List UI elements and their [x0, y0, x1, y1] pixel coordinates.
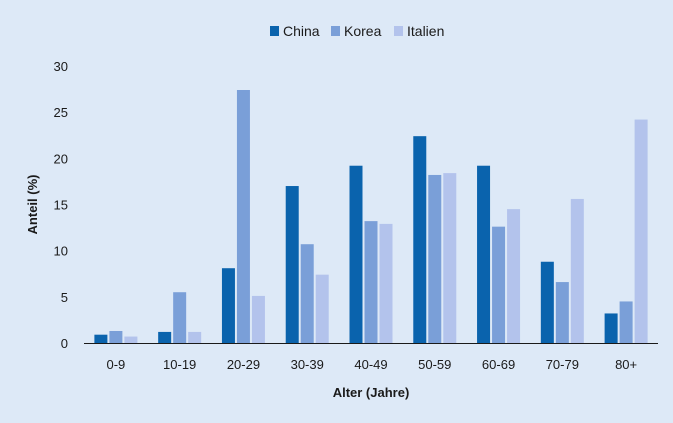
bar-korea-50-59: [428, 174, 442, 343]
x-tick-label: 10-19: [163, 357, 196, 372]
x-tick-label: 60-69: [482, 357, 515, 372]
bars: [94, 90, 648, 343]
bar-italien-60-69: [507, 209, 521, 343]
bar-korea-60-69: [492, 226, 506, 343]
legend-label-italien: Italien: [407, 23, 444, 39]
bar-italien-0-9: [124, 336, 138, 343]
bar-korea-40-49: [364, 221, 378, 343]
legend-label-china: China: [283, 23, 320, 39]
bar-china-30-39: [285, 186, 299, 343]
y-tick-label: 30: [54, 59, 68, 74]
x-tick-label: 80+: [615, 357, 637, 372]
bar-china-10-19: [158, 331, 172, 343]
legend-swatch-korea: [331, 26, 340, 36]
bar-italien-80+: [634, 119, 648, 343]
legend-swatch-china: [270, 26, 279, 36]
bar-italien-50-59: [443, 173, 457, 343]
bar-italien-20-29: [251, 295, 265, 343]
bar-china-70-79: [540, 261, 554, 343]
bar-china-50-59: [413, 136, 427, 343]
bar-italien-40-49: [379, 223, 393, 343]
y-tick-label: 0: [61, 336, 68, 351]
bar-italien-70-79: [570, 198, 584, 343]
bar-china-80+: [604, 313, 618, 343]
bar-italien-30-39: [315, 274, 329, 343]
bar-china-40-49: [349, 165, 363, 343]
bar-china-20-29: [221, 268, 235, 343]
bar-china-0-9: [94, 334, 108, 343]
bar-korea-20-29: [236, 90, 250, 343]
bar-korea-80+: [619, 301, 633, 343]
y-tick-label: 10: [54, 244, 68, 259]
y-axis-title: Anteil (%): [25, 175, 40, 235]
x-axis-title: Alter (Jahre): [333, 385, 410, 400]
y-tick-label: 15: [54, 198, 68, 213]
bar-italien-10-19: [188, 331, 202, 343]
x-tick-label: 0-9: [106, 357, 125, 372]
x-axis-ticks: 0-9 10-19 20-29 30-39 40-49 50-59 60-69 70-79 80…: [106, 357, 637, 372]
legend: China Korea Italien: [270, 23, 444, 39]
x-tick-label: 50-59: [418, 357, 451, 372]
bar-korea-30-39: [300, 244, 314, 343]
bar-korea-0-9: [109, 330, 123, 343]
bar-china-60-69: [477, 165, 491, 343]
y-axis-ticks: 0 5 10 15 20 25 30: [54, 59, 68, 351]
y-tick-label: 25: [54, 105, 68, 120]
x-tick-label: 70-79: [546, 357, 579, 372]
x-tick-label: 30-39: [291, 357, 324, 372]
bar-korea-10-19: [173, 292, 187, 343]
x-tick-label: 40-49: [354, 357, 387, 372]
bar-korea-70-79: [555, 282, 569, 343]
legend-swatch-italien: [394, 26, 403, 36]
x-tick-label: 20-29: [227, 357, 260, 372]
y-tick-label: 20: [54, 151, 68, 166]
legend-label-korea: Korea: [344, 23, 382, 39]
y-tick-label: 5: [61, 290, 68, 305]
